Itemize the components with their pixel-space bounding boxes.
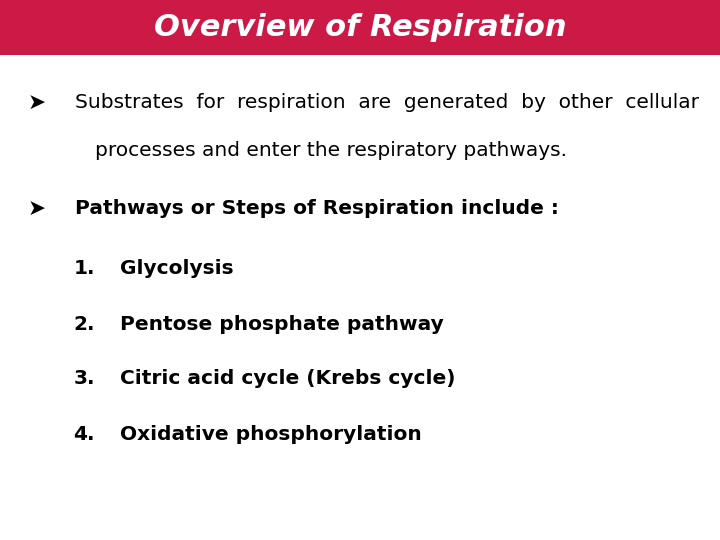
Text: 3.: 3. <box>73 369 95 388</box>
Text: Citric acid cycle (Krebs cycle): Citric acid cycle (Krebs cycle) <box>120 369 456 388</box>
Text: processes and enter the respiratory pathways.: processes and enter the respiratory path… <box>95 141 567 160</box>
Text: ➤: ➤ <box>28 93 46 113</box>
Text: Pentose phosphate pathway: Pentose phosphate pathway <box>120 314 444 334</box>
Text: 1.: 1. <box>73 260 95 279</box>
Text: Overview of Respiration: Overview of Respiration <box>153 13 567 42</box>
Text: Oxidative phosphorylation: Oxidative phosphorylation <box>120 424 422 443</box>
Text: Substrates  for  respiration  are  generated  by  other  cellular: Substrates for respiration are generated… <box>75 93 699 112</box>
Text: 4.: 4. <box>73 424 95 443</box>
Text: Glycolysis: Glycolysis <box>120 260 233 279</box>
Text: ➤: ➤ <box>28 199 46 219</box>
Text: Pathways or Steps of Respiration include :: Pathways or Steps of Respiration include… <box>75 199 559 219</box>
Text: 2.: 2. <box>73 314 95 334</box>
Bar <box>0 0 720 55</box>
